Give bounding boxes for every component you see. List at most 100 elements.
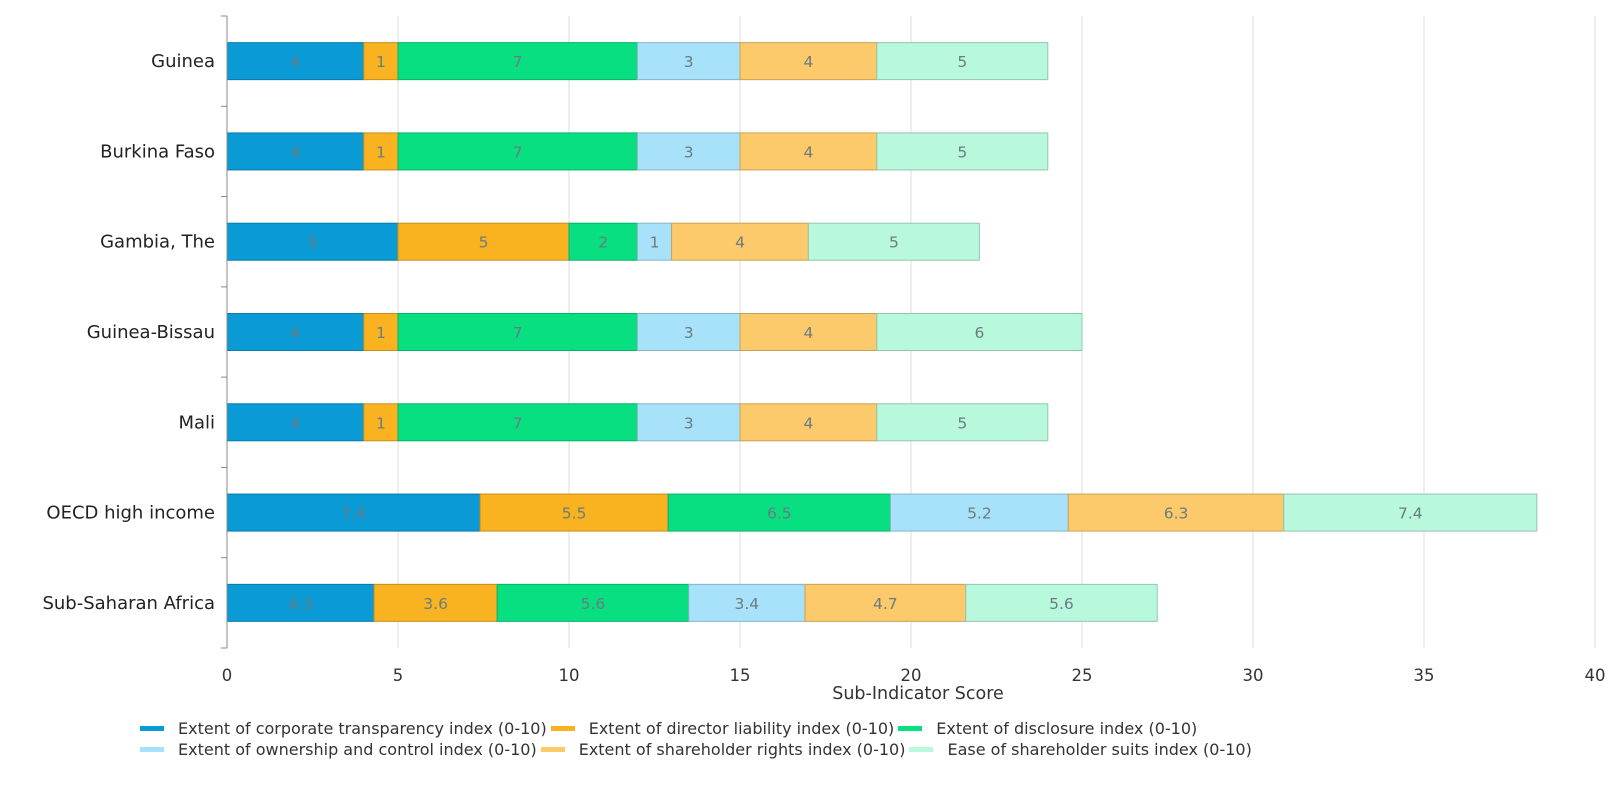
bar-segment (671, 222, 809, 261)
data-label: 3 (684, 53, 694, 71)
bar-segment (363, 403, 399, 442)
data-label: 7 (513, 143, 523, 161)
data-label: 3.6 (423, 595, 448, 613)
y-category-label: OECD high income (46, 503, 215, 524)
bar-segment (226, 583, 375, 622)
legend-item: Extent of ownership and control index (0… (140, 740, 537, 759)
bar-segment (397, 222, 570, 261)
data-label: 7.4 (1398, 505, 1423, 523)
data-label: 4 (803, 414, 813, 432)
legend-label: Extent of director liability index (0-10… (588, 719, 895, 738)
stacked-bar-chart: 4 1 7 3 4 5 4 1 7 3 4 5 5 5 2 1 4 5 4 1 7 3 4 6 4 1 7 3 4 5 7.4 5.5 6.5 5… (42, 15, 1606, 704)
bar-segment (807, 222, 980, 261)
data-label: 5 (957, 53, 967, 71)
x-tick-label: 35 (1414, 666, 1435, 685)
x-tick-label: 10 (559, 666, 580, 685)
data-label: 1 (376, 324, 386, 342)
x-tick-label: 25 (1072, 666, 1093, 685)
bar-segment (876, 132, 1049, 171)
data-label: 1 (650, 234, 660, 252)
legend-item: Extent of shareholder rights index (0-10… (540, 740, 906, 759)
data-label: 4.3 (288, 595, 313, 613)
data-label: 3 (684, 324, 694, 342)
data-label: 2 (598, 234, 608, 252)
data-label: 3.4 (735, 595, 760, 613)
data-label: 1 (376, 143, 386, 161)
data-label: 3 (684, 143, 694, 161)
legend: Extent of corporate transparency index (… (140, 718, 1580, 760)
data-label: 7 (513, 53, 523, 71)
bar-segment (363, 132, 399, 171)
data-label: 5.2 (967, 505, 992, 523)
bar-segment (636, 222, 673, 261)
data-label: 7 (513, 414, 523, 432)
data-label: 5 (479, 234, 489, 252)
bar-segment (373, 583, 498, 622)
legend-swatch (540, 747, 565, 752)
legend-item: Extent of corporate transparency index (… (140, 719, 547, 738)
data-label: 4 (803, 324, 813, 342)
data-label: 5 (308, 234, 318, 252)
data-label: 4 (290, 143, 300, 161)
bar-segment (688, 583, 806, 622)
x-tick-label: 30 (1243, 666, 1264, 685)
data-label: 4 (290, 53, 300, 71)
data-label: 4 (803, 53, 813, 71)
legend-item: Ease of shareholder suits index (0-10) (909, 740, 1252, 759)
bar-segment (965, 583, 1158, 622)
bar-segment (397, 132, 638, 171)
legend-label: Ease of shareholder suits index (0-10) (947, 740, 1252, 759)
bar-segment (876, 403, 1049, 442)
bar-segment (568, 222, 638, 261)
bar-segment (226, 493, 481, 532)
data-label: 1 (376, 53, 386, 71)
data-label: 4 (290, 414, 300, 432)
legend-label: Extent of shareholder rights index (0-10… (578, 740, 906, 759)
data-label: 6.5 (767, 505, 792, 523)
data-label: 3 (684, 414, 694, 432)
bar-segment (397, 403, 638, 442)
data-label: 6 (974, 324, 984, 342)
bar-segment (804, 583, 967, 622)
bar-segment (739, 403, 878, 442)
bar-segment (363, 42, 399, 81)
y-category-label: Guinea-Bissau (87, 322, 215, 343)
bar-segment (226, 222, 399, 261)
data-label: 4 (290, 324, 300, 342)
bar-segment (667, 493, 891, 532)
data-label: 6.3 (1164, 505, 1189, 523)
legend-label: Extent of disclosure index (0-10) (936, 719, 1198, 738)
bar-segment (636, 403, 741, 442)
legend-swatch (140, 747, 164, 752)
legend-swatch (898, 726, 923, 731)
data-label: 7 (513, 324, 523, 342)
data-label: 1 (376, 414, 386, 432)
data-label: 5.6 (1049, 595, 1074, 613)
data-label: 5 (889, 234, 899, 252)
x-axis-title: Sub-Indicator Score (832, 684, 1004, 704)
bars: 4 1 7 3 4 5 4 1 7 3 4 5 5 5 2 1 4 5 4 1 7 3 4 6 4 1 7 3 4 5 7.4 5.5 6.5 5… (226, 42, 1538, 622)
data-label: 5 (957, 143, 967, 161)
legend-row: Extent of ownership and control index (0… (140, 739, 1580, 760)
bar-segment (363, 313, 399, 351)
x-tick-label: 0 (222, 666, 233, 685)
data-label: 4 (735, 234, 745, 252)
bar-segment (226, 132, 365, 171)
x-tick-label: 5 (393, 666, 404, 685)
legend-label: Extent of corporate transparency index (… (178, 719, 547, 738)
y-category-label: Guinea (151, 51, 215, 72)
y-category-label: Sub-Saharan Africa (42, 593, 215, 614)
bar-segment (739, 313, 878, 351)
bar-segment (479, 493, 669, 532)
bar-segment (876, 42, 1049, 81)
y-category-label: Burkina Faso (100, 141, 215, 162)
y-category-label: Gambia, The (100, 232, 215, 253)
data-label: 5.6 (581, 595, 606, 613)
legend-item: Extent of disclosure index (0-10) (898, 719, 1197, 738)
bar-segment (226, 403, 365, 442)
x-tick-label: 40 (1585, 666, 1606, 685)
data-label: 4 (803, 143, 813, 161)
data-label: 5 (957, 414, 967, 432)
bar-segment (889, 493, 1069, 532)
